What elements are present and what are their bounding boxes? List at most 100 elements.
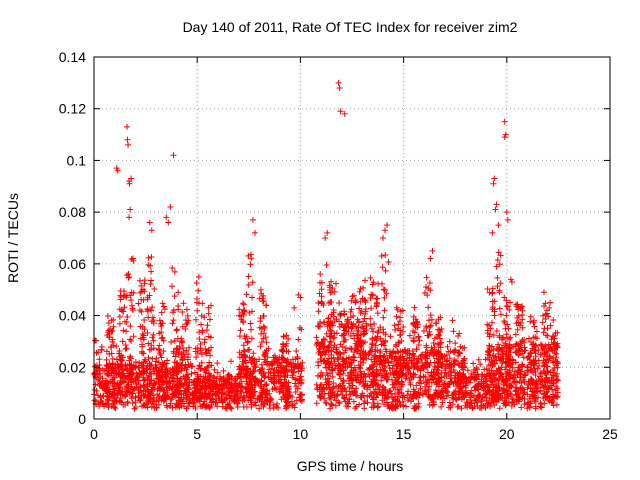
data-point (461, 394, 468, 401)
data-point (327, 333, 334, 340)
data-point (489, 379, 496, 386)
data-point (372, 380, 379, 387)
data-point (422, 354, 429, 361)
data-point (462, 402, 469, 409)
data-point (94, 376, 101, 383)
x-tick-label: 25 (602, 426, 618, 442)
data-point (426, 328, 433, 335)
data-point (178, 337, 185, 344)
data-point (326, 342, 333, 349)
data-point (236, 363, 243, 370)
data-point (331, 341, 338, 348)
data-point (298, 367, 305, 374)
data-point (147, 377, 154, 384)
data-point (250, 367, 257, 374)
data-point (491, 375, 498, 382)
data-point (381, 287, 388, 294)
data-point (174, 345, 181, 352)
data-points (91, 79, 562, 412)
data-point (104, 393, 111, 400)
data-point (456, 362, 463, 369)
data-point (381, 394, 388, 401)
data-point (377, 357, 384, 364)
data-point (238, 316, 245, 323)
data-point (194, 381, 201, 388)
data-point (527, 359, 534, 366)
data-point (209, 377, 216, 384)
data-point (411, 391, 418, 398)
data-point (144, 329, 151, 336)
data-point (104, 363, 111, 370)
data-point (263, 382, 270, 389)
data-point (378, 252, 385, 259)
data-point (215, 385, 222, 392)
data-point (240, 301, 247, 308)
data-point (318, 339, 325, 346)
data-point (124, 123, 131, 130)
data-point (423, 353, 430, 360)
data-point (117, 361, 124, 368)
data-point (492, 206, 499, 213)
data-point (552, 343, 559, 350)
y-tick-label: 0.06 (59, 256, 86, 272)
data-point (362, 299, 369, 306)
data-point (262, 334, 269, 341)
data-point (480, 385, 487, 392)
data-point (159, 334, 166, 341)
data-point (396, 318, 403, 325)
y-tick-label: 0.12 (59, 101, 86, 117)
data-point (205, 346, 212, 353)
data-point (274, 400, 281, 407)
data-point (397, 354, 404, 361)
data-point (289, 374, 296, 381)
data-point (247, 372, 254, 379)
data-point (265, 374, 272, 381)
data-point (100, 401, 107, 408)
data-point (275, 404, 282, 411)
data-point (370, 369, 377, 376)
data-point (114, 364, 121, 371)
data-point (145, 314, 152, 321)
data-point (133, 381, 140, 388)
data-point (290, 360, 297, 367)
data-point (190, 403, 197, 410)
data-point (108, 350, 115, 357)
data-point (347, 308, 354, 315)
data-point (326, 394, 333, 401)
data-point (173, 326, 180, 333)
data-point (340, 370, 347, 377)
data-point (197, 373, 204, 380)
data-point (330, 380, 337, 387)
data-point (438, 369, 445, 376)
data-point (130, 333, 137, 340)
data-point (237, 327, 244, 334)
data-point (341, 357, 348, 364)
data-point (326, 378, 333, 385)
data-point (314, 340, 321, 347)
data-point (139, 331, 146, 338)
data-point (139, 343, 146, 350)
data-point (153, 355, 160, 362)
data-point (339, 361, 346, 368)
data-point (240, 311, 247, 318)
data-point (544, 363, 551, 370)
data-point (170, 366, 177, 373)
data-point (515, 389, 522, 396)
data-point (192, 345, 199, 352)
data-point (412, 404, 419, 411)
data-point (270, 402, 277, 409)
data-point (221, 396, 228, 403)
data-point (317, 373, 324, 380)
data-point (510, 374, 517, 381)
data-point (426, 376, 433, 383)
data-point (262, 353, 269, 360)
data-point (533, 335, 540, 342)
data-point (456, 369, 463, 376)
data-point (373, 366, 380, 373)
data-point (368, 348, 375, 355)
data-point (445, 362, 452, 369)
data-point (148, 268, 155, 275)
data-point (246, 386, 253, 393)
data-point (104, 390, 111, 397)
